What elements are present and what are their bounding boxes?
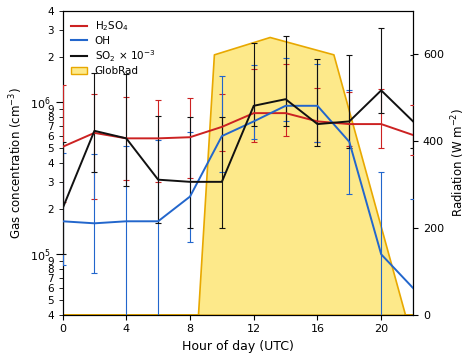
X-axis label: Hour of day (UTC): Hour of day (UTC) xyxy=(182,340,294,353)
Y-axis label: Gas concentration (cm$^{-3}$): Gas concentration (cm$^{-3}$) xyxy=(7,87,25,239)
Legend: H$_2$SO$_4$, OH, SO$_2$ × 10$^{-3}$, GlobRad: H$_2$SO$_4$, OH, SO$_2$ × 10$^{-3}$, Glo… xyxy=(68,16,158,80)
Y-axis label: Radiation (W m$^{-2}$): Radiation (W m$^{-2}$) xyxy=(449,108,467,217)
